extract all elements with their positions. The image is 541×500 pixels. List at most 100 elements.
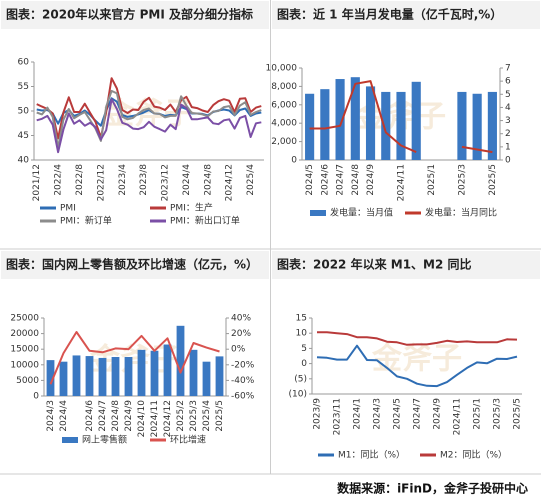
legend-label: M2：同比（%） bbox=[440, 449, 507, 461]
bar bbox=[202, 361, 211, 396]
y-tick-label: 20000 bbox=[10, 329, 39, 339]
panel-header bbox=[1, 251, 269, 279]
chart-title: 图表：近 1 年当月发电量（亿千瓦时,%） bbox=[277, 7, 502, 22]
y-tick-label: 6,000 bbox=[271, 100, 297, 110]
x-tick-label: 2024/9 bbox=[366, 164, 376, 196]
y2-tick-label: -60% bbox=[231, 392, 255, 402]
y-tick-label: 0 bbox=[33, 392, 39, 402]
x-tick-label: 2024/6 bbox=[320, 164, 330, 196]
y-tick-label: 0 bbox=[291, 156, 297, 166]
chart-title: 图表：2020年以来官方 PMI 及部分细分指标 bbox=[6, 7, 253, 22]
y-tick-label: 4,000 bbox=[271, 119, 297, 129]
x-tick-label: 2024/3 bbox=[373, 398, 383, 430]
line bbox=[36, 98, 262, 154]
bar bbox=[215, 356, 224, 396]
y2-tick-label: 4 bbox=[505, 103, 511, 113]
x-tick-label: 2025/3 bbox=[493, 398, 503, 430]
bar bbox=[381, 91, 391, 160]
bar bbox=[457, 91, 467, 160]
y-tick-label: 10 bbox=[296, 329, 308, 339]
x-tick-label: 2024/6 bbox=[85, 400, 95, 432]
x-tick-label: 2024/8 bbox=[203, 164, 213, 196]
x-tick-label: 2022/4 bbox=[54, 164, 64, 196]
y-tick-label: 15 bbox=[296, 314, 307, 324]
y2-tick-label: -40% bbox=[231, 376, 255, 386]
legend-label: PMI bbox=[60, 204, 76, 214]
bar bbox=[396, 91, 406, 160]
bar bbox=[305, 93, 315, 160]
x-tick-label: 2024/4 bbox=[59, 400, 69, 432]
y-tick-label: 0 bbox=[301, 359, 307, 369]
legend-label: M1：同比（%） bbox=[338, 449, 405, 461]
watermark: 金斧子 bbox=[371, 342, 462, 377]
y2-tick-label: 0 bbox=[505, 156, 511, 166]
line bbox=[49, 331, 220, 385]
x-tick-label: 2024/7 bbox=[336, 164, 346, 196]
x-tick-label: 2025/5 bbox=[513, 398, 523, 430]
bar bbox=[365, 86, 376, 160]
y-tick-label: 5000 bbox=[16, 376, 39, 386]
y2-tick-label: 3 bbox=[505, 116, 511, 126]
legend-label: 发电量：当月同比 bbox=[425, 207, 497, 219]
x-tick-label: 2024/11 bbox=[397, 164, 407, 201]
x-tick-label: 2025/2 bbox=[176, 400, 186, 432]
y-tick-label: 5 bbox=[301, 344, 307, 354]
y-tick-label: 10000 bbox=[10, 360, 39, 370]
y-tick-label: 50 bbox=[18, 107, 30, 117]
x-tick-label: 2023/9 bbox=[313, 398, 323, 430]
x-tick-label: 2022/12 bbox=[96, 164, 106, 201]
line bbox=[36, 89, 262, 149]
panel-header bbox=[272, 1, 540, 29]
x-tick-label: 2025/1 bbox=[427, 164, 437, 196]
bar bbox=[411, 81, 421, 160]
x-tick-label: 2024/7 bbox=[98, 400, 108, 432]
legend-label: PMI：生产 bbox=[170, 202, 213, 214]
bar bbox=[335, 79, 345, 160]
x-tick-label: 2025/3 bbox=[457, 164, 467, 196]
y2-tick-label: 7 bbox=[505, 64, 511, 74]
source-note: 数据来源：iFinD，金斧子投研中心 bbox=[337, 481, 528, 496]
x-tick-label: 2024/5 bbox=[305, 164, 315, 196]
y-tick-label: 45 bbox=[18, 131, 29, 141]
bar bbox=[176, 325, 185, 396]
x-tick-label: 2024/10 bbox=[137, 400, 147, 438]
bar bbox=[472, 93, 482, 160]
y2-tick-label: 1 bbox=[505, 142, 511, 152]
line bbox=[317, 331, 518, 346]
y-tick-label: 60 bbox=[18, 58, 30, 68]
x-tick-label: 2025/3 bbox=[189, 400, 199, 432]
x-tick-label: 2022/8 bbox=[75, 164, 85, 196]
y2-tick-label: 20% bbox=[231, 329, 251, 339]
x-tick-label: 2024/9 bbox=[124, 400, 134, 432]
x-tick-label: 2025/5 bbox=[488, 164, 498, 196]
line bbox=[36, 77, 262, 140]
x-tick-label: 2025/5 bbox=[215, 400, 225, 432]
x-tick-label: 2024/3 bbox=[46, 400, 56, 432]
x-tick-label: 2021/12 bbox=[32, 164, 42, 201]
bar bbox=[487, 91, 497, 160]
x-tick-label: 2024/4 bbox=[182, 164, 192, 196]
legend-swatch bbox=[310, 210, 326, 216]
bar bbox=[72, 355, 81, 396]
legend-label: 发电量：当月值 bbox=[330, 207, 393, 219]
bar bbox=[98, 357, 107, 396]
x-tick-label: 2024/5 bbox=[393, 398, 403, 430]
x-tick-label: 2024/11 bbox=[150, 400, 160, 437]
bar bbox=[111, 357, 120, 396]
y2-tick-label: 40% bbox=[231, 314, 251, 324]
bar bbox=[137, 349, 146, 396]
line bbox=[316, 344, 518, 388]
panel-header bbox=[1, 1, 269, 29]
x-tick-label: 2024/7 bbox=[413, 398, 423, 430]
legend-label: 环比增速 bbox=[170, 434, 206, 446]
x-tick-label: 2024/1 bbox=[353, 398, 363, 430]
legend-label: PMI：新订单 bbox=[60, 215, 112, 227]
x-tick-label: 2025/4 bbox=[202, 400, 212, 432]
y2-tick-label: -20% bbox=[231, 360, 255, 370]
x-tick-label: 2023/4 bbox=[118, 164, 128, 196]
bar bbox=[46, 360, 55, 396]
y-tick-label: 10,000 bbox=[266, 64, 298, 74]
bar bbox=[85, 356, 94, 396]
y-tick-label: 55 bbox=[18, 82, 29, 92]
